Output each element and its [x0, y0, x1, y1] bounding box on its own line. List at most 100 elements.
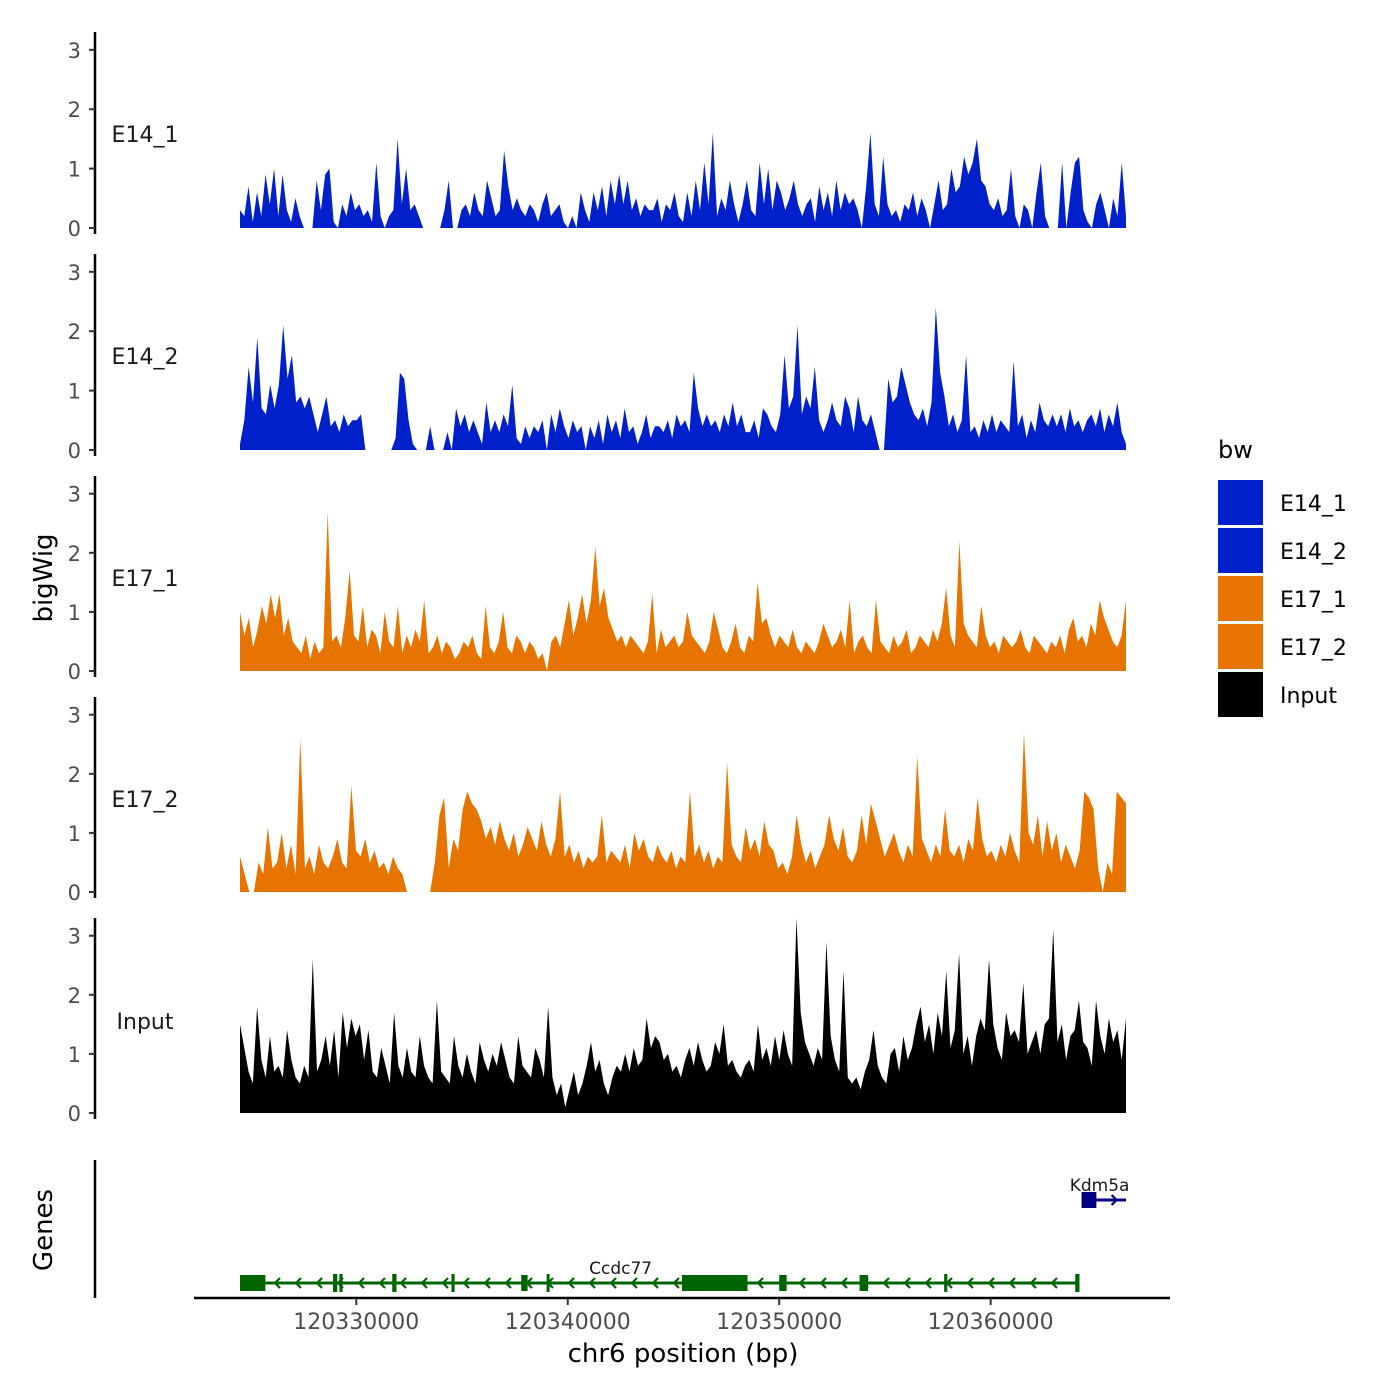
tracks-layer: 0 1 2 3 E14_1 0 1 2 3 E14_2 0 1 2 3 E17_1 0 1 2 3 E17_2 0 1 2 3…	[68, 32, 1126, 1126]
track-label: E14_1	[112, 123, 179, 148]
strand-arrow	[882, 1277, 890, 1289]
strand-arrow	[294, 1277, 302, 1289]
track-E17_2: 0 1 2 3 E17_2	[68, 697, 1126, 905]
legend-swatch	[1218, 672, 1263, 717]
gene-exon	[451, 1274, 455, 1292]
track-E17_1: 0 1 2 3 E17_1	[68, 476, 1126, 684]
track-label: E17_2	[112, 788, 179, 813]
track-Input: 0 1 2 3 Input	[68, 918, 1126, 1126]
gene-exon	[339, 1274, 343, 1292]
x-axis-label: chr6 position (bp)	[568, 1339, 799, 1369]
y-tick-label: 2	[68, 542, 81, 566]
gene-exon	[944, 1274, 948, 1292]
strand-arrow	[378, 1277, 386, 1289]
strand-arrow	[651, 1277, 659, 1289]
x-tick-label: 120340000	[505, 1310, 631, 1335]
strand-arrow	[924, 1277, 932, 1289]
track-E14_1: 0 1 2 3 E14_1	[68, 32, 1126, 241]
legend: E14_1 E14_2 E17_1 E17_2 Input	[1218, 480, 1347, 717]
y-tick-label: 3	[68, 925, 81, 949]
track-label: Input	[117, 1010, 174, 1035]
strand-arrow	[462, 1277, 470, 1289]
legend-item: E14_1	[1218, 480, 1347, 525]
legend-label: E17_2	[1280, 636, 1347, 661]
x-tick-label: 120350000	[716, 1310, 842, 1335]
legend-title: bw	[1218, 436, 1253, 464]
legend-item: E17_2	[1218, 624, 1347, 669]
strand-arrow	[567, 1277, 575, 1289]
y-tick-label: 0	[68, 217, 81, 241]
gene-exon	[1075, 1274, 1080, 1292]
gene-Ccdc77: Ccdc77	[240, 1259, 1080, 1292]
strand-arrow	[609, 1277, 617, 1289]
y-tick-label: 0	[68, 1102, 81, 1126]
coverage-area-Input	[240, 918, 1126, 1113]
legend-item: Input	[1218, 672, 1337, 717]
legend-swatch	[1218, 480, 1263, 525]
strand-arrow	[420, 1277, 428, 1289]
x-tick-label: 120360000	[928, 1310, 1054, 1335]
strand-arrow	[441, 1277, 449, 1289]
gene-exon	[546, 1274, 550, 1292]
gene-exon	[521, 1275, 528, 1291]
gene-label: Kdm5a	[1070, 1176, 1130, 1196]
strand-arrow	[1110, 1194, 1119, 1206]
track-E14_2: 0 1 2 3 E14_2	[68, 254, 1126, 463]
legend-swatch	[1218, 576, 1263, 621]
legend-label: E17_1	[1280, 588, 1347, 613]
gene-exon	[681, 1275, 748, 1291]
y-tick-label: 1	[68, 1043, 81, 1067]
strand-arrow	[966, 1277, 974, 1289]
y-tick-label: 3	[68, 704, 81, 728]
y-tick-label: 2	[68, 984, 81, 1008]
y-tick-label: 2	[68, 320, 81, 344]
y-tick-label: 3	[68, 483, 81, 507]
gene-exon	[859, 1275, 869, 1291]
gene-exon	[779, 1275, 787, 1291]
strand-arrow	[504, 1277, 512, 1289]
strand-arrow	[672, 1277, 680, 1289]
y-tick-label: 1	[68, 601, 81, 625]
strand-arrow	[630, 1277, 638, 1289]
legend-label: E14_2	[1280, 540, 1347, 565]
legend-item: E17_1	[1218, 576, 1347, 621]
strand-arrow	[483, 1277, 491, 1289]
coverage-area-E17_2	[240, 732, 1126, 892]
track-label: E17_1	[112, 567, 179, 592]
y-tick-label: 2	[68, 98, 81, 122]
legend-item: E14_2	[1218, 528, 1347, 573]
y-axis-label: bigWig	[29, 533, 59, 622]
y-tick-label: 0	[68, 881, 81, 905]
y-tick-label: 1	[68, 822, 81, 846]
legend-swatch	[1218, 624, 1263, 669]
y-tick-label: 3	[68, 261, 81, 285]
y-tick-label: 3	[68, 39, 81, 63]
genes-axis-label: Genes	[29, 1189, 59, 1271]
coverage-area-E14_2	[240, 307, 1126, 450]
coverage-area-E14_1	[240, 132, 1126, 228]
track-label: E14_2	[112, 345, 179, 370]
strand-arrow	[399, 1277, 407, 1289]
strand-arrow	[987, 1277, 995, 1289]
strand-arrow	[273, 1277, 281, 1289]
strand-arrow	[1008, 1277, 1016, 1289]
strand-arrow	[798, 1277, 806, 1289]
strand-arrow	[357, 1277, 365, 1289]
genes-layer: 120330000 120340000 120350000 120360000 Ccdc…	[93, 1160, 1170, 1335]
legend-swatch	[1218, 528, 1263, 573]
gene-exon	[333, 1274, 338, 1292]
strand-arrow	[819, 1277, 827, 1289]
y-tick-label: 1	[68, 158, 81, 182]
gene-exon	[1081, 1192, 1097, 1208]
y-tick-label: 1	[68, 380, 81, 404]
y-tick-label: 2	[68, 763, 81, 787]
strand-arrow	[1029, 1277, 1037, 1289]
legend-label: E14_1	[1280, 492, 1347, 517]
strand-arrow	[1050, 1277, 1058, 1289]
legend-label: Input	[1280, 684, 1337, 709]
strand-arrow	[315, 1277, 323, 1289]
gene-exon	[392, 1274, 397, 1292]
gene-Kdm5a: Kdm5a	[1070, 1176, 1130, 1208]
y-tick-label: 0	[68, 660, 81, 684]
y-tick-label: 0	[68, 439, 81, 463]
